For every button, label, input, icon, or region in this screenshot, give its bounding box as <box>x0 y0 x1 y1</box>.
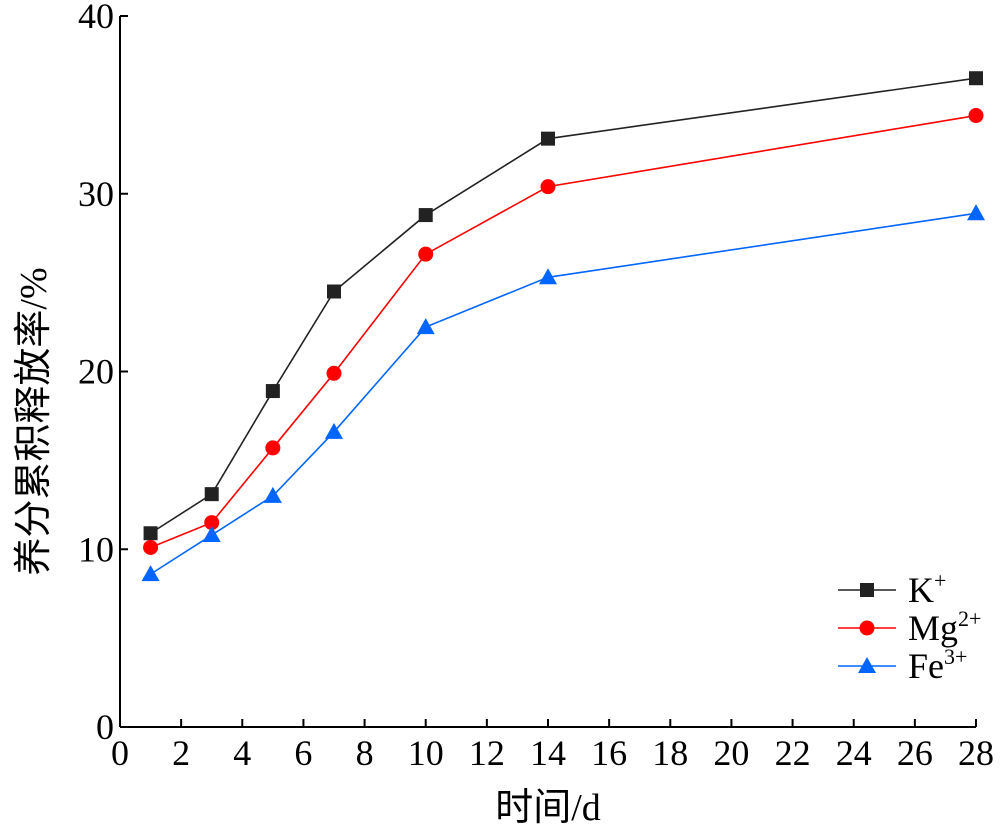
y-tick-label: 0 <box>96 707 114 747</box>
data-point <box>540 179 556 195</box>
data-point <box>143 526 158 541</box>
legend-label: Mg2+ <box>908 606 981 648</box>
y-tick-label: 30 <box>78 174 114 214</box>
series-group <box>141 71 985 582</box>
series-fe <box>141 204 985 582</box>
series-k <box>143 71 983 541</box>
x-tick-label: 18 <box>652 733 688 773</box>
x-tick-label: 12 <box>469 733 505 773</box>
x-tick-label: 24 <box>836 733 872 773</box>
y-axis-title: 养分累积释放率/% <box>13 267 55 575</box>
data-point <box>204 487 219 502</box>
data-point <box>204 515 220 531</box>
data-point <box>202 526 221 543</box>
series-line <box>150 77 977 534</box>
data-point <box>418 208 433 223</box>
x-tick-label: 22 <box>775 733 811 773</box>
x-tick-label: 10 <box>408 733 444 773</box>
y-tick-label: 20 <box>78 352 114 392</box>
data-point <box>325 422 343 439</box>
x-tick-label: 4 <box>233 733 251 773</box>
data-point <box>265 384 280 399</box>
data-point <box>327 284 341 299</box>
data-point <box>969 71 983 86</box>
data-point <box>265 440 281 456</box>
y-tick-label: 40 <box>78 0 114 36</box>
x-tick-label: 2 <box>172 733 190 773</box>
data-point <box>967 204 985 221</box>
data-point <box>141 565 160 582</box>
legend-marker <box>860 583 874 597</box>
x-tick-label: 14 <box>530 733 566 773</box>
data-point <box>416 318 435 335</box>
legend-label: Fe3+ <box>908 644 967 686</box>
data-point <box>326 365 342 381</box>
legend-item: Mg2+ <box>838 606 981 648</box>
y-ticks: 0 10 20 30 40 <box>78 0 128 747</box>
legend-marker <box>858 657 876 673</box>
x-tick-label: 28 <box>958 733 994 773</box>
axes <box>119 16 976 728</box>
legend-label: K+ <box>908 568 946 610</box>
x-tick-label: 26 <box>897 733 933 773</box>
legend-item: Fe3+ <box>838 644 967 686</box>
x-tick-label: 20 <box>713 733 749 773</box>
x-tick-label: 6 <box>294 733 312 773</box>
data-point <box>143 539 159 555</box>
data-point <box>263 486 282 503</box>
x-tick-label: 0 <box>111 733 129 773</box>
y-tick-label: 10 <box>78 529 114 569</box>
x-ticks: 0 2 4 6 8 10 12 14 16 18 20 22 24 26 28 <box>111 719 994 773</box>
x-tick-label: 16 <box>591 733 627 773</box>
legend: K+Mg2+Fe3+ <box>838 568 981 686</box>
data-point <box>418 246 434 262</box>
series-mg <box>143 108 984 555</box>
data-point <box>968 108 984 124</box>
series-line <box>150 114 977 549</box>
data-point <box>539 268 557 285</box>
x-tick-label: 8 <box>356 733 374 773</box>
x-axis-title: 时间/d <box>495 787 601 829</box>
legend-item: K+ <box>838 568 946 610</box>
data-point <box>541 131 555 146</box>
legend-marker <box>859 620 875 636</box>
